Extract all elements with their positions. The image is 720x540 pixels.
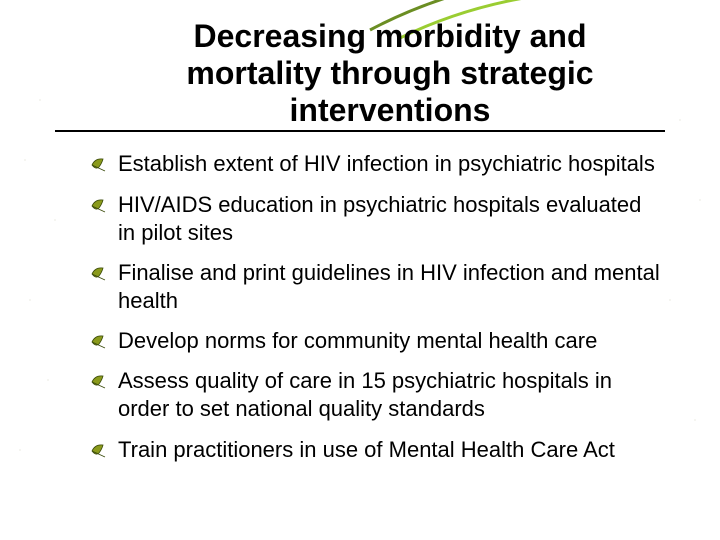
leaf-icon xyxy=(90,153,108,181)
bullet-list: Establish extent of HIV infection in psy… xyxy=(90,144,660,469)
title-underline xyxy=(55,130,665,132)
bullet-text: Finalise and print guidelines in HIV inf… xyxy=(118,260,660,313)
title-block: Decreasing morbidity and mortality throu… xyxy=(0,0,720,134)
leaf-icon xyxy=(90,194,108,222)
slide-title: Decreasing morbidity and mortality throu… xyxy=(120,18,660,128)
list-item: Finalise and print guidelines in HIV inf… xyxy=(90,253,660,321)
body: Establish extent of HIV infection in psy… xyxy=(0,134,720,469)
slide: Decreasing morbidity and mortality throu… xyxy=(0,0,720,540)
list-item: Develop norms for community mental healt… xyxy=(90,321,660,361)
list-item: Train practitioners in use of Mental Hea… xyxy=(90,430,660,470)
bullet-text: Assess quality of care in 15 psychiatric… xyxy=(118,368,612,421)
bullet-text: Develop norms for community mental healt… xyxy=(118,328,597,353)
list-item: Establish extent of HIV infection in psy… xyxy=(90,144,660,184)
bullet-text: HIV/AIDS education in psychiatric hospit… xyxy=(118,192,641,245)
leaf-icon xyxy=(90,330,108,358)
list-item: HIV/AIDS education in psychiatric hospit… xyxy=(90,185,660,253)
list-item: Assess quality of care in 15 psychiatric… xyxy=(90,361,660,429)
bullet-text: Train practitioners in use of Mental Hea… xyxy=(118,437,615,462)
bullet-text: Establish extent of HIV infection in psy… xyxy=(118,151,655,176)
leaf-icon xyxy=(90,439,108,467)
leaf-icon xyxy=(90,262,108,290)
leaf-icon xyxy=(90,370,108,398)
